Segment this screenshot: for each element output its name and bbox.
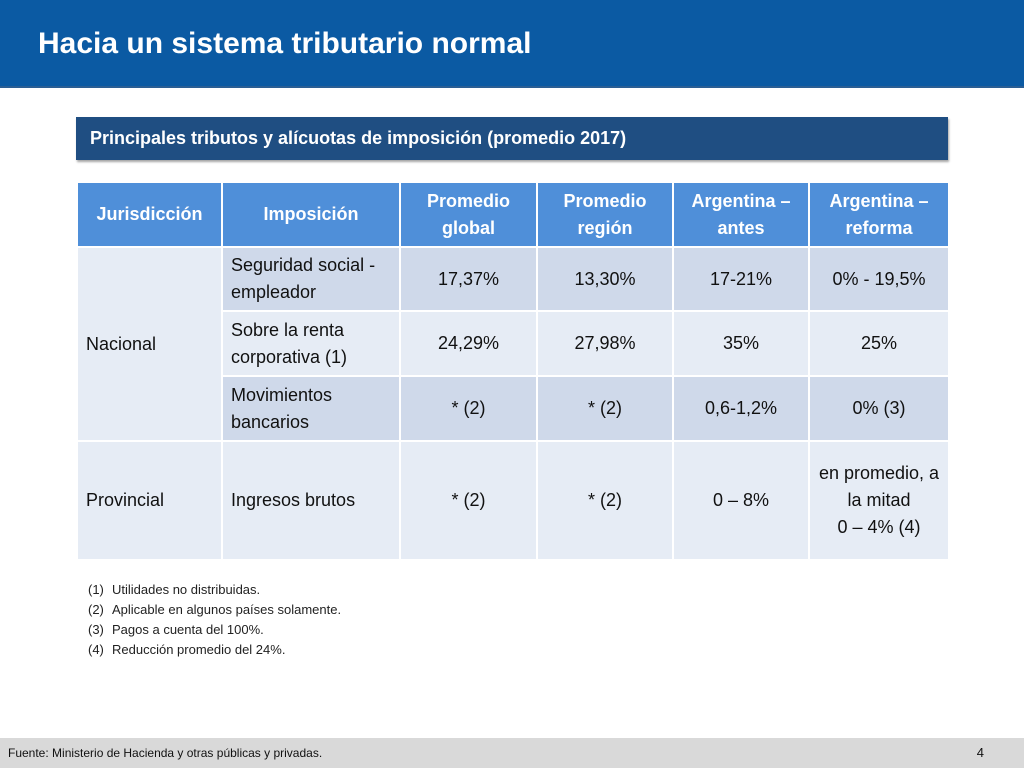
region-average-cell: * (2): [536, 440, 674, 561]
region-average-cell: 27,98%: [536, 310, 674, 377]
slide-subtitle: Principales tributos y alícuotas de impo…: [90, 128, 627, 148]
footnote: (1) Utilidades no distribuidas.: [88, 580, 341, 600]
page-number: 4: [976, 745, 984, 760]
header-argentina-antes: Argentina – antes: [672, 181, 810, 248]
footnote: (2) Aplicable en algunos países solament…: [88, 600, 341, 620]
footer-bar: Fuente: Ministerio de Hacienda y otras p…: [0, 738, 1024, 768]
argentina-before-cell: 17-21%: [672, 246, 810, 312]
table-row: Provincial Ingresos brutos * (2) * (2) 0…: [76, 440, 950, 561]
footnote-number: (3): [88, 622, 104, 637]
global-average-cell: * (2): [399, 375, 538, 442]
footnotes: (1) Utilidades no distribuidas. (2) Apli…: [88, 580, 341, 660]
source-note: Fuente: Ministerio de Hacienda y otras p…: [8, 746, 323, 760]
tax-name-cell: Seguridad social - empleador: [221, 246, 401, 312]
region-average-cell: * (2): [536, 375, 674, 442]
slide-title: Hacia un sistema tributario normal: [38, 27, 532, 60]
footnote-number: (2): [88, 602, 104, 617]
header-promedio-region: Promedio región: [536, 181, 674, 248]
global-average-cell: * (2): [399, 440, 538, 561]
header-imposicion: Imposición: [221, 181, 401, 248]
tax-name-cell: Ingresos brutos: [221, 440, 401, 561]
subtitle-banner: Principales tributos y alícuotas de impo…: [76, 117, 948, 160]
table-header-row: Jurisdicción Imposición Promedio global …: [76, 181, 950, 248]
header-promedio-global: Promedio global: [399, 181, 538, 248]
tax-name-cell: Sobre la renta corporativa (1): [221, 310, 401, 377]
header-jurisdiccion: Jurisdicción: [76, 181, 223, 248]
argentina-before-cell: 0,6-1,2%: [672, 375, 810, 442]
footnote-number: (1): [88, 582, 104, 597]
argentina-reform-cell: en promedio, a la mitad 0 – 4% (4): [808, 440, 950, 561]
argentina-before-cell: 0 – 8%: [672, 440, 810, 561]
argentina-reform-cell: 0% (3): [808, 375, 950, 442]
footnote-text: Reducción promedio del 24%.: [112, 642, 286, 657]
global-average-cell: 24,29%: [399, 310, 538, 377]
table-row: Sobre la renta corporativa (1) 24,29% 27…: [77, 310, 950, 377]
footnote-text: Utilidades no distribuidas.: [112, 582, 261, 597]
argentina-before-cell: 35%: [672, 310, 810, 377]
global-average-cell: 17,37%: [399, 246, 538, 312]
title-bar: Hacia un sistema tributario normal: [0, 0, 1024, 88]
argentina-reform-cell: 25%: [808, 310, 950, 377]
jurisdiction-cell: Nacional: [76, 246, 223, 442]
table-row: Nacional Seguridad social - empleador 17…: [76, 246, 950, 442]
header-argentina-reforma: Argentina – reforma: [808, 181, 950, 248]
region-average-cell: 13,30%: [536, 246, 674, 312]
footnote-number: (4): [88, 642, 104, 657]
jurisdiction-cell: Provincial: [76, 440, 223, 561]
footnote-text: Pagos a cuenta del 100%.: [112, 622, 264, 637]
footnote-text: Aplicable en algunos países solamente.: [112, 602, 342, 617]
footnote: (4) Reducción promedio del 24%.: [88, 640, 341, 660]
footnote: (3) Pagos a cuenta del 100%.: [88, 620, 341, 640]
argentina-reform-cell: 0% - 19,5%: [808, 246, 950, 312]
tax-rates-table: Jurisdicción Imposición Promedio global …: [76, 181, 950, 561]
table-row: Movimientos bancarios * (2) * (2) 0,6-1,…: [77, 375, 950, 442]
tax-name-cell: Movimientos bancarios: [221, 375, 401, 442]
